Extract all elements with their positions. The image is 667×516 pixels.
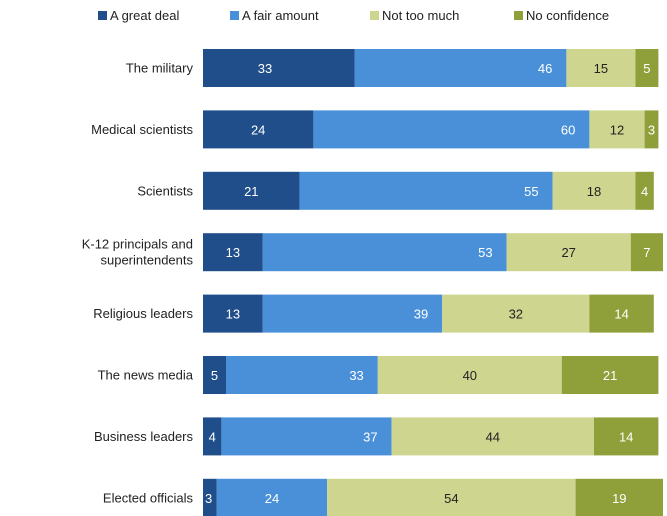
bar-the-news-media-a-fair-amount <box>226 356 378 394</box>
bar-business-leaders-not-too-much <box>391 417 594 456</box>
bar-scientists-no-confidence <box>635 171 654 210</box>
bar-scientists-a-great-deal <box>203 171 300 210</box>
value-label-business-leaders-not-too-much: 44 <box>486 429 500 444</box>
bar-medical-scientists-no-confidence <box>644 110 659 149</box>
value-label-medical-scientists-a-fair-amount: 60 <box>561 122 575 137</box>
bar-medical-scientists-a-great-deal <box>203 110 314 149</box>
legend-label-a-great-deal: A great deal <box>110 8 179 23</box>
value-label-k-12-principals-and-superintendents-a-great-deal: 13 <box>226 245 240 260</box>
bar-k-12-principals-and-superintendents-a-great-deal <box>203 233 263 272</box>
value-label-religious-leaders-a-great-deal: 13 <box>226 307 240 322</box>
value-label-medical-scientists-not-too-much: 12 <box>610 122 624 137</box>
bar-medical-scientists-not-too-much <box>589 110 645 149</box>
bar-the-news-media-a-great-deal <box>203 356 226 394</box>
bar-the-military-no-confidence <box>635 49 659 87</box>
legend-swatch-a-fair-amount <box>230 11 239 20</box>
value-label-scientists-a-great-deal: 21 <box>244 184 258 199</box>
category-label-the-military: The military <box>126 61 194 76</box>
bar-medical-scientists-a-fair-amount <box>313 110 590 149</box>
legend-label-no-confidence: No confidence <box>526 8 609 23</box>
legend: A great deal A fair amount Not too much No … <box>98 8 609 23</box>
bar-the-military-a-fair-amount <box>354 49 567 87</box>
value-label-medical-scientists-no-confidence: 3 <box>648 122 655 137</box>
bars: 33 46 15 524 60 12 321 55 18 413 53 27 713 39 32 145 33 4… <box>203 49 663 516</box>
category-label-religious-leaders: Religious leaders <box>93 306 193 321</box>
category-label-elected-officials: Elected officials <box>103 490 194 505</box>
bar-the-news-media-not-too-much <box>377 356 562 394</box>
value-label-elected-officials-a-great-deal: 3 <box>205 491 212 506</box>
value-label-elected-officials-a-fair-amount: 24 <box>265 491 279 506</box>
value-label-religious-leaders-not-too-much: 32 <box>509 307 523 322</box>
value-label-scientists-not-too-much: 18 <box>587 184 601 199</box>
bar-business-leaders-a-great-deal <box>203 417 222 456</box>
value-label-business-leaders-no-confidence: 14 <box>619 429 633 444</box>
bar-k-12-principals-and-superintendents-a-fair-amount <box>262 233 507 272</box>
bar-elected-officials-no-confidence <box>575 478 663 516</box>
legend-label-a-fair-amount: A fair amount <box>242 8 319 23</box>
bar-business-leaders-no-confidence <box>594 417 659 456</box>
value-label-medical-scientists-a-great-deal: 24 <box>251 122 265 137</box>
bar-k-12-principals-and-superintendents-no-confidence <box>630 233 663 272</box>
bar-scientists-a-fair-amount <box>299 171 553 210</box>
bar-the-military-a-great-deal <box>203 49 355 87</box>
bar-k-12-principals-and-superintendents-not-too-much <box>506 233 631 272</box>
value-label-the-military-not-too-much: 15 <box>594 61 608 76</box>
category-label-business-leaders: Business leaders <box>94 429 193 444</box>
bar-the-military-not-too-much <box>566 49 636 87</box>
bar-religious-leaders-not-too-much <box>442 294 590 333</box>
bar-religious-leaders-a-fair-amount <box>262 294 443 333</box>
value-label-elected-officials-not-too-much: 54 <box>444 491 458 506</box>
value-label-k-12-principals-and-superintendents-not-too-much: 27 <box>561 245 575 260</box>
value-label-scientists-no-confidence: 4 <box>641 184 648 199</box>
value-label-business-leaders-a-fair-amount: 37 <box>363 429 377 444</box>
value-label-religious-leaders-no-confidence: 14 <box>614 307 628 322</box>
value-label-k-12-principals-and-superintendents-no-confidence: 7 <box>643 245 650 260</box>
category-label-medical-scientists: Medical scientists <box>91 122 193 137</box>
bar-elected-officials-a-great-deal <box>203 478 217 516</box>
bar-religious-leaders-no-confidence <box>589 294 654 333</box>
category-labels: The military Medical scientists Scientists… <box>82 61 194 506</box>
category-label-the-news-media: The news media <box>98 368 194 383</box>
value-label-scientists-a-fair-amount: 55 <box>524 184 538 199</box>
value-label-the-news-media-not-too-much: 40 <box>463 368 477 383</box>
legend-swatch-no-confidence <box>514 11 523 20</box>
legend-label-not-too-much: Not too much <box>382 8 459 23</box>
bar-the-news-media-no-confidence <box>561 356 659 394</box>
bar-scientists-not-too-much <box>552 171 636 210</box>
value-label-the-news-media-no-confidence: 21 <box>603 368 617 383</box>
bar-business-leaders-a-fair-amount <box>221 417 392 456</box>
value-label-the-military-no-confidence: 5 <box>643 61 650 76</box>
bar-elected-officials-a-fair-amount <box>216 478 328 516</box>
legend-swatch-not-too-much <box>370 11 379 20</box>
value-label-religious-leaders-a-fair-amount: 39 <box>414 307 428 322</box>
legend-swatch-a-great-deal <box>98 11 107 20</box>
value-label-k-12-principals-and-superintendents-a-fair-amount: 53 <box>478 245 492 260</box>
value-label-the-military-a-great-deal: 33 <box>258 61 272 76</box>
category-label-scientists: Scientists <box>137 183 193 198</box>
category-label-k-12-principals-and-superintendents: K-12 principals and superintendents <box>82 237 194 268</box>
value-label-the-news-media-a-fair-amount: 33 <box>349 368 363 383</box>
value-label-the-news-media-a-great-deal: 5 <box>211 368 218 383</box>
bar-religious-leaders-a-great-deal <box>203 294 263 333</box>
value-label-business-leaders-a-great-deal: 4 <box>209 429 216 444</box>
value-label-the-military-a-fair-amount: 46 <box>538 61 552 76</box>
bar-elected-officials-not-too-much <box>327 478 576 516</box>
value-label-elected-officials-no-confidence: 19 <box>612 491 626 506</box>
